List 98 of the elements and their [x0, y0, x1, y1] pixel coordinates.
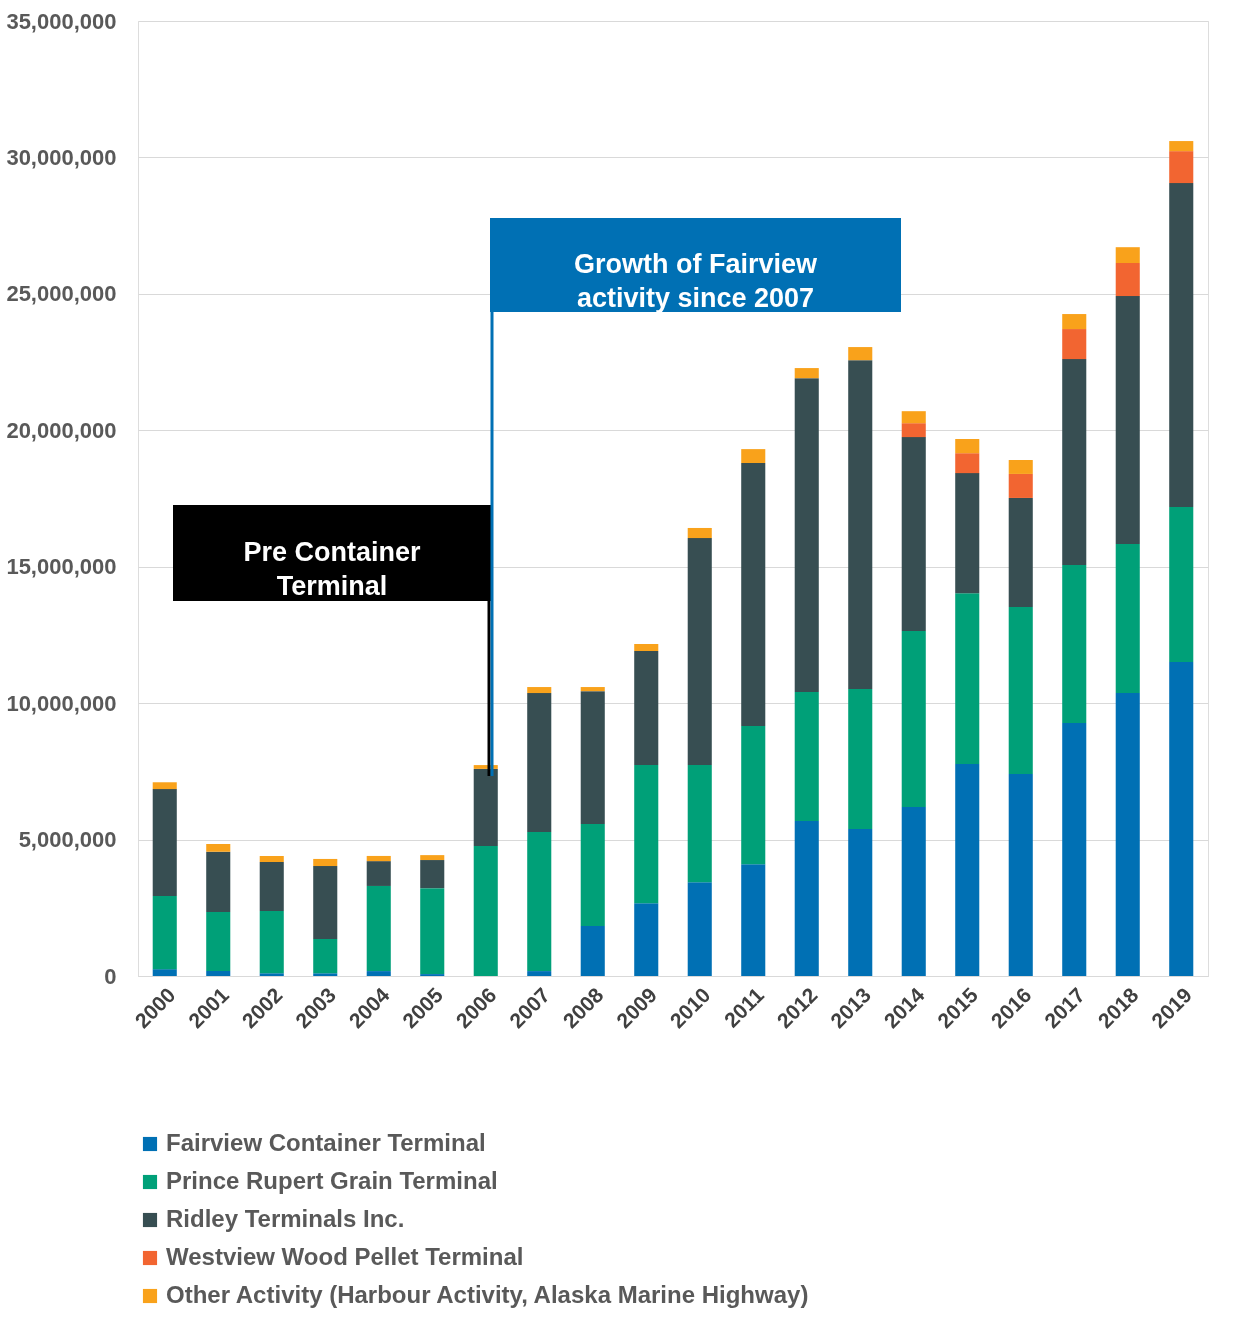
y-tick-label: 25,000,000 — [6, 281, 117, 307]
bar — [1008, 460, 1033, 474]
bar — [1008, 774, 1033, 976]
bar — [580, 691, 605, 825]
bar — [901, 437, 926, 632]
bar — [152, 782, 177, 790]
bar — [1062, 329, 1087, 360]
bar — [687, 765, 712, 883]
bar — [580, 926, 605, 976]
bar — [1169, 661, 1194, 976]
legend-label: Fairview Container Terminal — [166, 1129, 486, 1156]
bar — [313, 938, 338, 974]
y-tick-label: 35,000,000 — [6, 8, 117, 34]
y-tick-label: 20,000,000 — [6, 417, 117, 443]
bar — [901, 631, 926, 808]
bar — [848, 360, 873, 689]
bar — [794, 691, 819, 822]
bar — [259, 911, 284, 974]
bar — [580, 824, 605, 927]
bar — [1115, 693, 1140, 976]
bar — [1169, 183, 1194, 507]
bar — [152, 896, 177, 970]
y-tick-label: 0 — [104, 963, 117, 989]
annotation: Pre Container Terminal — [243, 537, 422, 601]
bar — [152, 969, 177, 976]
bar — [580, 687, 605, 692]
bar — [313, 973, 338, 976]
bar — [901, 411, 926, 424]
bar — [1169, 506, 1194, 662]
bar — [634, 643, 659, 652]
bar — [634, 903, 659, 976]
bar — [527, 693, 552, 832]
bar — [1062, 314, 1087, 330]
bar — [687, 538, 712, 766]
bar — [741, 463, 766, 727]
bar — [259, 973, 284, 976]
y-tick-label: 30,000,000 — [6, 144, 117, 170]
bar — [794, 378, 819, 692]
bar — [901, 807, 926, 976]
bar — [206, 971, 231, 976]
y-tick-label: 10,000,000 — [6, 690, 117, 716]
bar — [955, 593, 980, 764]
bar — [259, 855, 284, 862]
bar — [259, 861, 284, 912]
annotation: Growth of Fairview activity since 2007 — [573, 249, 819, 313]
legend-label: Other Activity (Harbour Activity, Alaska Marine Highway) — [166, 1281, 809, 1308]
bar — [955, 763, 980, 976]
bar — [420, 860, 445, 889]
bar — [1115, 247, 1140, 264]
bar — [955, 473, 980, 594]
bar — [901, 423, 926, 438]
bar — [1115, 296, 1140, 545]
bar — [420, 888, 445, 975]
bar — [687, 527, 712, 539]
bar — [1169, 141, 1194, 152]
legend-label: Westview Wood Pellet Terminal — [166, 1243, 524, 1270]
bar — [955, 453, 980, 474]
legend-label: Ridley Terminals Inc. — [166, 1205, 405, 1232]
bar — [848, 828, 873, 976]
bar — [473, 846, 498, 976]
bar — [634, 651, 659, 766]
bar — [527, 831, 552, 972]
bar — [741, 726, 766, 865]
bar — [1008, 473, 1033, 498]
bar — [366, 971, 391, 976]
bar — [1062, 723, 1087, 976]
bar — [206, 843, 231, 852]
bar — [1062, 359, 1087, 566]
bar — [1115, 263, 1140, 297]
bar — [1008, 607, 1033, 775]
bar — [206, 851, 231, 912]
bar — [152, 789, 177, 897]
bar — [527, 971, 552, 976]
bar — [1115, 544, 1140, 694]
bar — [473, 768, 498, 847]
bar — [794, 368, 819, 379]
bar — [206, 911, 231, 972]
bar — [955, 439, 980, 454]
bar — [313, 858, 338, 867]
bar — [366, 861, 391, 886]
y-tick-label: 15,000,000 — [6, 554, 117, 580]
bar — [687, 882, 712, 976]
bar — [313, 866, 338, 939]
bar — [366, 885, 391, 972]
bar — [1169, 151, 1194, 184]
bar — [741, 864, 766, 976]
bar — [1062, 565, 1087, 724]
bar — [366, 855, 391, 862]
bar — [848, 688, 873, 829]
bar — [794, 821, 819, 976]
bar — [848, 347, 873, 361]
bar — [741, 449, 766, 464]
y-tick-label: 5,000,000 — [18, 827, 117, 853]
bar — [527, 687, 552, 694]
bar — [420, 855, 445, 861]
legend-label: Prince Rupert Grain Terminal — [166, 1167, 498, 1194]
bar — [634, 765, 659, 904]
bar — [1008, 497, 1033, 608]
